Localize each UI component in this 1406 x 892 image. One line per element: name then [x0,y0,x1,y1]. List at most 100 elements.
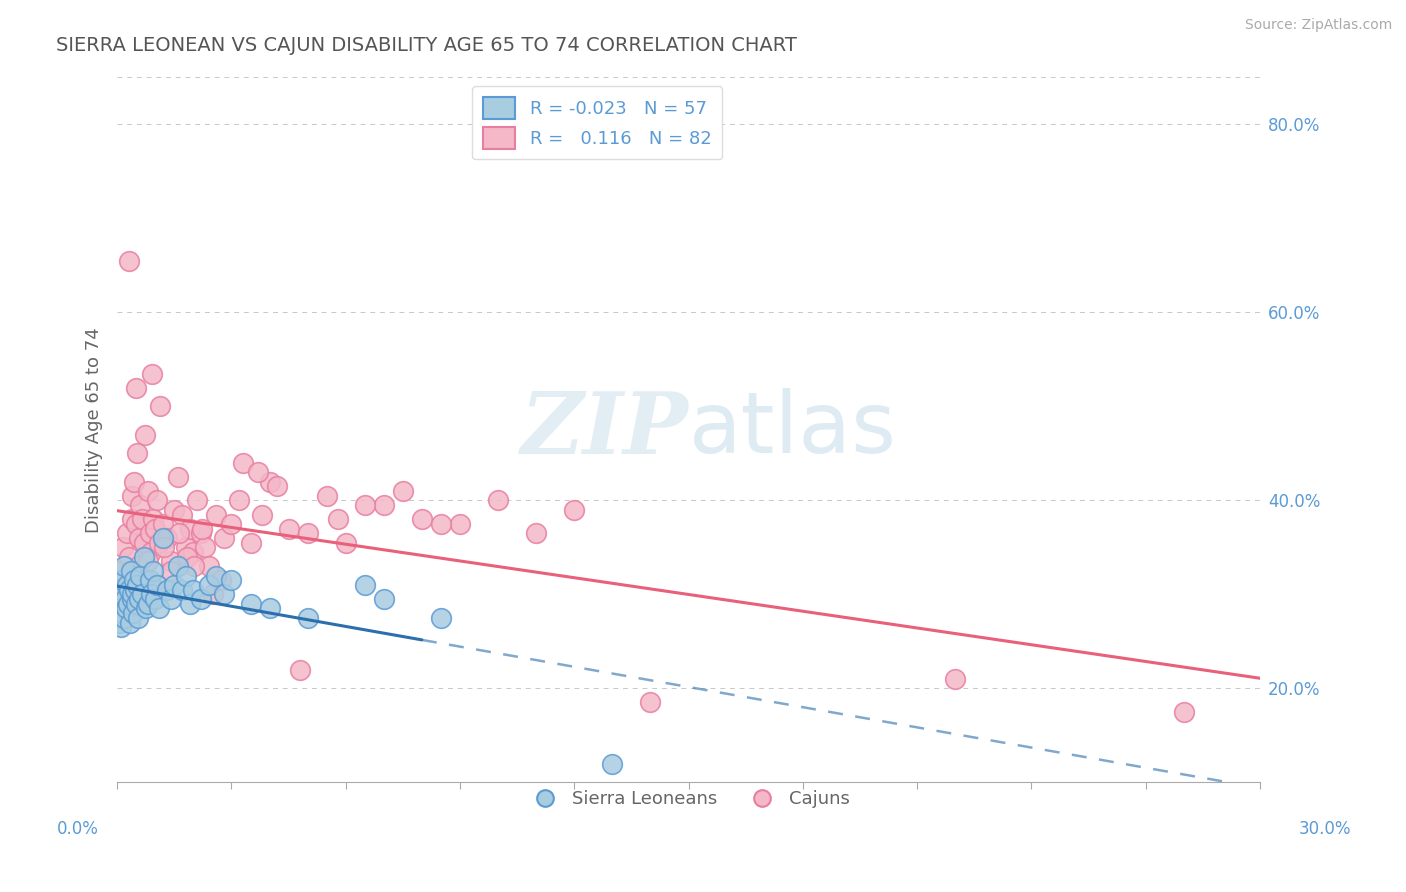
Point [373,592,395,607]
Text: SIERRA LEONEAN VS CAJUN DISABILITY AGE 65 TO 74 CORRELATION CHART: SIERRA LEONEAN VS CAJUN DISABILITY AGE 6… [56,36,797,54]
Point [179,522,201,536]
Point [117,597,139,611]
Point [562,503,585,517]
Point [183,545,205,559]
Point [190,592,212,607]
Point [112,559,135,574]
Point [117,253,139,268]
Point [121,512,143,526]
Point [186,493,208,508]
Point [115,578,138,592]
Point [141,545,163,559]
Point [111,541,134,555]
Text: 0.0%: 0.0% [56,820,98,838]
Y-axis label: Disability Age 65 to 74: Disability Age 65 to 74 [86,327,103,533]
Point [197,578,219,592]
Point [122,606,145,620]
Point [277,522,299,536]
Legend: Sierra Leoneans, Cajuns: Sierra Leoneans, Cajuns [520,783,858,815]
Point [111,606,134,620]
Point [148,535,170,549]
Text: Source: ZipAtlas.com: Source: ZipAtlas.com [1244,18,1392,32]
Point [108,615,131,630]
Point [266,479,288,493]
Point [297,611,319,625]
Text: atlas: atlas [689,388,897,471]
Point [136,483,159,498]
Point [159,592,181,607]
Point [430,611,453,625]
Point [326,512,349,526]
Point [163,578,186,592]
Point [114,592,136,607]
Point [108,597,131,611]
Point [152,531,174,545]
Point [146,493,169,508]
Point [190,522,212,536]
Point [239,597,262,611]
Point [228,493,250,508]
Point [167,470,190,484]
Point [114,592,136,607]
Point [118,615,141,630]
Point [335,535,357,549]
Point [121,587,143,601]
Point [131,587,153,601]
Point [411,512,433,526]
Point [159,554,181,568]
Point [221,574,243,588]
Point [205,568,228,582]
Point [129,568,152,582]
Point [112,611,135,625]
Point [179,597,201,611]
Point [174,568,197,582]
Point [209,574,232,588]
Point [176,549,198,564]
Point [1173,705,1195,719]
Point [259,475,281,489]
Point [124,574,146,588]
Point [110,620,132,634]
Point [115,526,138,541]
Point [124,475,146,489]
Point [134,427,156,442]
Point [148,601,170,615]
Point [167,559,190,574]
Text: 30.0%: 30.0% [1298,820,1351,838]
Point [353,498,375,512]
Point [111,574,134,588]
Point [111,587,134,601]
Point [149,400,172,414]
Point [127,611,149,625]
Point [202,587,225,601]
Point [183,559,205,574]
Point [170,582,193,597]
Point [194,541,217,555]
Point [114,601,136,615]
Point [129,498,152,512]
Point [602,756,624,771]
Point [943,672,966,686]
Point [145,582,167,597]
Point [127,578,149,592]
Point [197,559,219,574]
Point [135,601,157,615]
Point [142,564,165,578]
Point [160,564,183,578]
Point [143,592,166,607]
Point [124,582,146,597]
Point [143,522,166,536]
Point [524,526,547,541]
Point [373,498,395,512]
Point [142,512,165,526]
Point [232,456,254,470]
Point [190,526,212,541]
Point [128,592,150,607]
Point [128,531,150,545]
Point [152,516,174,531]
Point [247,465,270,479]
Point [125,597,148,611]
Point [117,549,139,564]
Point [156,582,179,597]
Point [121,489,143,503]
